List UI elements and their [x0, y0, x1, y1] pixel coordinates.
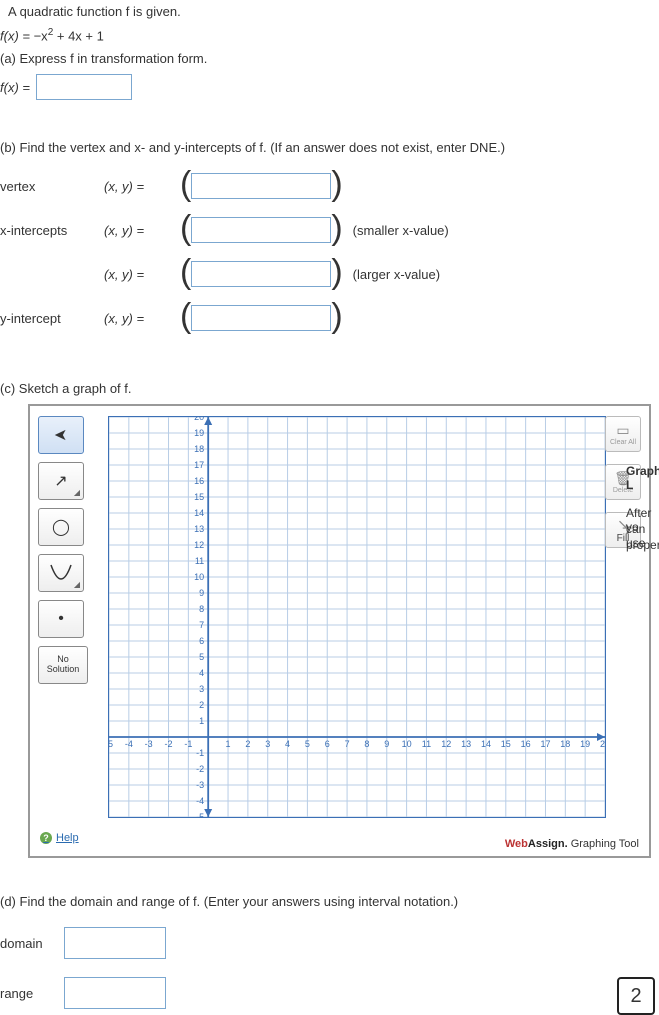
svg-text:8: 8 — [199, 604, 204, 614]
svg-text:9: 9 — [199, 588, 204, 598]
svg-text:5: 5 — [199, 652, 204, 662]
graph-toolbar: ➤ ↗◢ ◯ ◢ • No Solution — [38, 416, 94, 684]
svg-text:-4: -4 — [196, 796, 204, 806]
svg-text:12: 12 — [194, 540, 204, 550]
clear-icon: ▭ — [616, 422, 629, 439]
overflow-propert: propert — [626, 538, 659, 552]
svg-text:7: 7 — [199, 620, 204, 630]
svg-text:-4: -4 — [125, 739, 133, 749]
help-link[interactable]: ? Help — [40, 832, 79, 844]
domain-label: domain — [0, 936, 64, 951]
svg-text:1: 1 — [226, 739, 231, 749]
svg-text:2: 2 — [199, 700, 204, 710]
svg-text:17: 17 — [194, 460, 204, 470]
parabola-tool[interactable]: ◢ — [38, 554, 84, 592]
webassign-credit: WebAssign. Graphing Tool — [505, 838, 639, 850]
graph-panel: ➤ ↗◢ ◯ ◢ • No Solution ? Help -5 -4 -3 -2 -1… — [28, 404, 651, 858]
svg-text:19: 19 — [580, 739, 590, 749]
function-def: f(x) = −x2 + 4x + 1 — [0, 27, 659, 43]
svg-text:1: 1 — [199, 716, 204, 726]
svg-text:15: 15 — [501, 739, 511, 749]
no-solution-button[interactable]: No Solution — [38, 646, 88, 684]
fx-label: f(x) = — [0, 80, 30, 95]
domain-input[interactable] — [64, 927, 166, 959]
circle-icon: ◯ — [52, 517, 70, 537]
xy-label: (x, y) = — [104, 311, 180, 326]
svg-text:13: 13 — [194, 524, 204, 534]
svg-text:9: 9 — [384, 739, 389, 749]
svg-text:12: 12 — [441, 739, 451, 749]
range-input[interactable] — [64, 977, 166, 1009]
part-d-text: (d) Find the domain and range of f. (Ent… — [0, 894, 659, 909]
svg-text:6: 6 — [325, 739, 330, 749]
svg-text:-5: -5 — [196, 812, 204, 817]
svg-text:-1: -1 — [196, 748, 204, 758]
part-a-text: (a) Express f in transformation form. — [0, 51, 659, 66]
xint-smaller-input[interactable] — [191, 217, 331, 243]
problem-intro: A quadratic function f is given. — [8, 4, 659, 19]
vertex-input[interactable] — [191, 173, 331, 199]
svg-text:-3: -3 — [145, 739, 153, 749]
svg-text:3: 3 — [265, 739, 270, 749]
plot-area[interactable]: -5-4-3-2-1123456789101112131415161718192… — [108, 416, 606, 818]
svg-text:7: 7 — [345, 739, 350, 749]
yint-input[interactable] — [191, 305, 331, 331]
svg-text:10: 10 — [194, 572, 204, 582]
svg-text:20: 20 — [600, 739, 605, 749]
svg-text:16: 16 — [521, 739, 531, 749]
transformation-input[interactable] — [36, 74, 132, 100]
svg-text:-2: -2 — [196, 764, 204, 774]
svg-text:19: 19 — [194, 428, 204, 438]
part-c-text: (c) Sketch a graph of f. — [0, 381, 659, 396]
svg-text:-3: -3 — [196, 780, 204, 790]
parabola-icon — [49, 563, 73, 583]
page-badge: 2 — [617, 977, 655, 1015]
clear-all-button[interactable]: ▭ Clear All — [605, 416, 641, 452]
svg-text:8: 8 — [364, 739, 369, 749]
line-icon: ↗ — [54, 471, 67, 491]
xint-larger-input[interactable] — [191, 261, 331, 287]
part-b-text: (b) Find the vertex and x- and y-interce… — [0, 140, 659, 155]
svg-text:-5: -5 — [109, 739, 113, 749]
point-icon: • — [58, 610, 64, 628]
larger-label: (larger x-value) — [353, 267, 440, 282]
svg-text:20: 20 — [194, 417, 204, 422]
svg-text:-1: -1 — [184, 739, 192, 749]
svg-text:-2: -2 — [165, 739, 173, 749]
pointer-tool[interactable]: ➤ — [38, 416, 84, 454]
svg-text:11: 11 — [195, 556, 204, 566]
plot-svg: -5-4-3-2-1123456789101112131415161718192… — [109, 417, 605, 817]
xy-label: (x, y) = — [104, 179, 180, 194]
svg-text:2: 2 — [245, 739, 250, 749]
svg-text:14: 14 — [481, 739, 491, 749]
pointer-icon: ➤ — [54, 425, 67, 445]
svg-text:13: 13 — [461, 739, 471, 749]
svg-text:17: 17 — [540, 739, 550, 749]
vertex-label: vertex — [0, 179, 104, 194]
help-icon: ? — [40, 832, 52, 844]
range-label: range — [0, 986, 64, 1001]
svg-text:18: 18 — [560, 739, 570, 749]
circle-tool[interactable]: ◯ — [38, 508, 84, 546]
svg-text:16: 16 — [194, 476, 204, 486]
overflow-graph-layers: Graph L — [626, 464, 659, 492]
svg-text:10: 10 — [402, 739, 412, 749]
svg-text:4: 4 — [285, 739, 290, 749]
svg-text:11: 11 — [422, 739, 431, 749]
svg-text:18: 18 — [194, 444, 204, 454]
xy-label: (x, y) = — [104, 223, 180, 238]
svg-text:3: 3 — [199, 684, 204, 694]
line-tool[interactable]: ↗◢ — [38, 462, 84, 500]
xint-label: x-intercepts — [0, 223, 104, 238]
svg-text:15: 15 — [194, 492, 204, 502]
yint-label: y-intercept — [0, 311, 104, 326]
svg-text:6: 6 — [199, 636, 204, 646]
svg-text:4: 4 — [199, 668, 204, 678]
xy-label: (x, y) = — [104, 267, 180, 282]
point-tool[interactable]: • — [38, 600, 84, 638]
svg-text:14: 14 — [194, 508, 204, 518]
svg-text:5: 5 — [305, 739, 310, 749]
smaller-label: (smaller x-value) — [353, 223, 449, 238]
